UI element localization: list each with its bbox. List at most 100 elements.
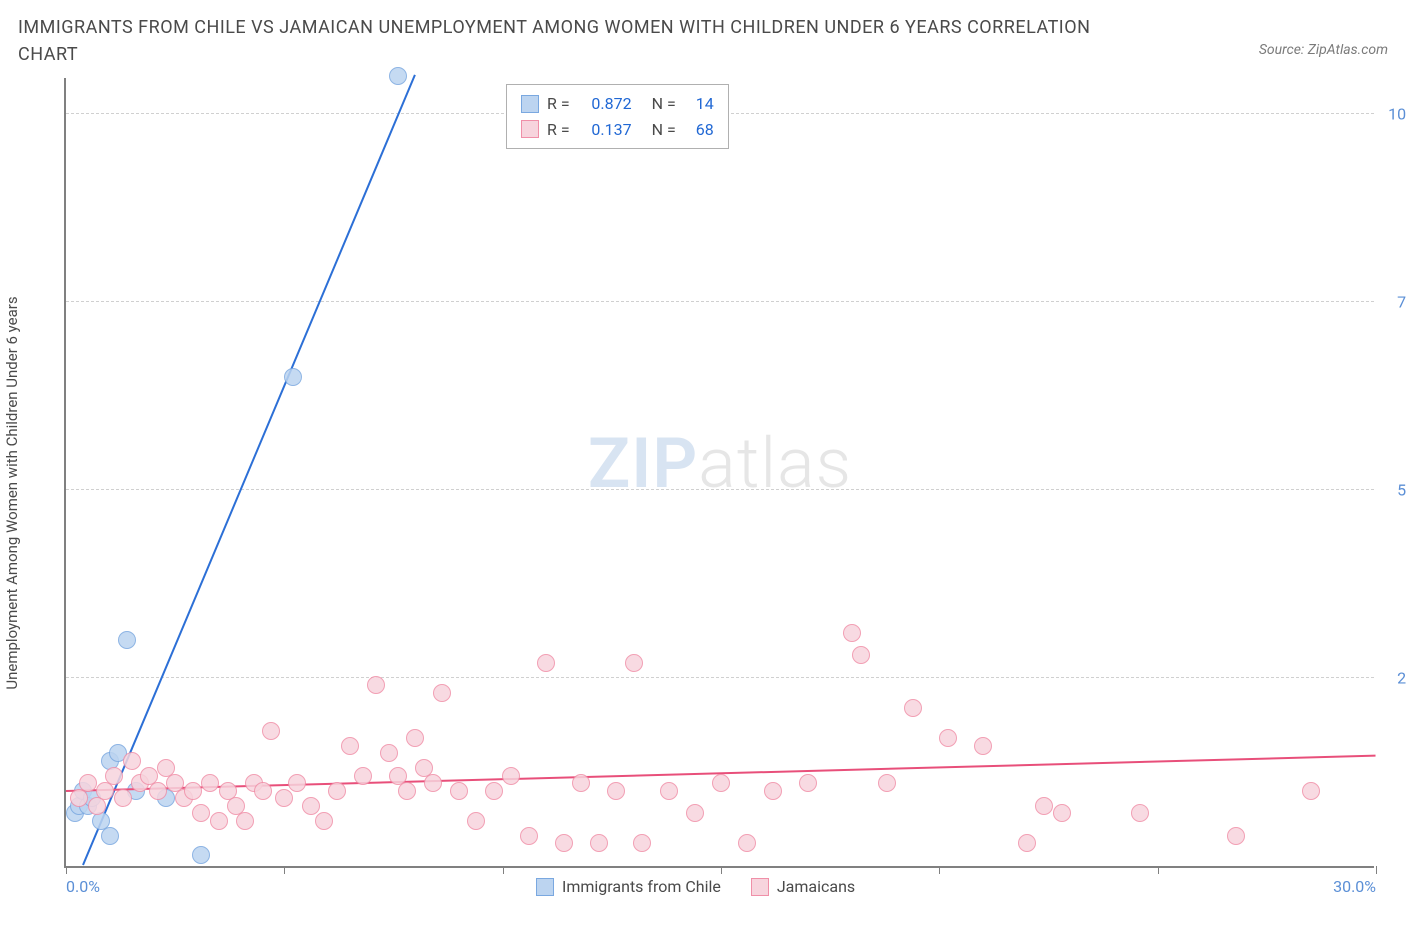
data-point [502, 767, 520, 785]
data-point [380, 744, 398, 762]
data-point [974, 737, 992, 755]
data-point [450, 782, 468, 800]
n-label: N = [652, 117, 676, 143]
y-tick-label: 50.0% [1397, 480, 1406, 499]
data-point [1035, 797, 1053, 815]
data-point [572, 774, 590, 792]
data-point [254, 782, 272, 800]
legend-swatch [521, 95, 539, 113]
data-point [904, 699, 922, 717]
data-point [1227, 827, 1245, 845]
legend-swatch [751, 878, 769, 896]
r-value: 0.872 [578, 91, 632, 117]
data-point [555, 834, 573, 852]
data-point [433, 684, 451, 702]
stats-row: R = 0.137 N = 68 [521, 117, 714, 143]
n-value: 68 [684, 117, 714, 143]
data-point [764, 782, 782, 800]
data-point [520, 827, 538, 845]
data-point [467, 812, 485, 830]
data-point [406, 729, 424, 747]
data-point [114, 789, 132, 807]
data-point [633, 834, 651, 852]
n-label: N = [652, 91, 676, 117]
y-tick-label: 75.0% [1397, 292, 1406, 311]
gridline [66, 301, 1374, 302]
data-point [192, 846, 210, 864]
legend-item: Jamaicans [751, 877, 855, 896]
data-point [201, 774, 219, 792]
header: IMMIGRANTS FROM CHILE VS JAMAICAN UNEMPL… [18, 14, 1388, 68]
data-point [262, 722, 280, 740]
n-value: 14 [684, 91, 714, 117]
correlation-chart: Unemployment Among Women with Children U… [18, 78, 1374, 908]
y-axis-label: Unemployment Among Women with Children U… [3, 296, 21, 689]
x-tick-label: 0.0% [66, 877, 100, 896]
gridline [66, 677, 1374, 678]
data-point [288, 774, 306, 792]
x-tick [939, 866, 940, 874]
data-point [328, 782, 346, 800]
legend-label: Immigrants from Chile [562, 877, 721, 896]
x-tick [66, 866, 67, 874]
data-point [1302, 782, 1320, 800]
data-point [843, 624, 861, 642]
x-tick [1376, 866, 1377, 874]
legend: Immigrants from Chile Jamaicans [536, 877, 855, 896]
data-point [354, 767, 372, 785]
plot-area: ZIPatlas 25.0%50.0%75.0%100.0%0.0%30.0%R… [64, 78, 1374, 868]
r-label: R = [547, 117, 570, 143]
y-tick-label: 100.0% [1388, 104, 1406, 123]
gridline [66, 489, 1374, 490]
data-point [101, 827, 119, 845]
data-point [192, 804, 210, 822]
x-tick [1158, 866, 1159, 874]
stats-box: R = 0.872 N = 14 R = 0.137 N = 68 [506, 84, 729, 149]
chart-title: IMMIGRANTS FROM CHILE VS JAMAICAN UNEMPL… [18, 14, 1118, 68]
data-point [149, 782, 167, 800]
data-point [590, 834, 608, 852]
data-point [738, 834, 756, 852]
data-point [105, 767, 123, 785]
watermark-bold: ZIP [588, 423, 698, 505]
data-point [275, 789, 293, 807]
watermark-light: atlas [698, 423, 852, 505]
data-point [302, 797, 320, 815]
data-point [315, 812, 333, 830]
x-tick [721, 866, 722, 874]
data-point [660, 782, 678, 800]
data-point [537, 654, 555, 672]
r-value: 0.137 [578, 117, 632, 143]
data-point [607, 782, 625, 800]
watermark: ZIPatlas [588, 423, 852, 505]
data-point [686, 804, 704, 822]
legend-swatch [521, 120, 539, 138]
data-point [389, 67, 407, 85]
legend-label: Jamaicans [777, 877, 855, 896]
r-label: R = [547, 91, 570, 117]
x-tick [284, 866, 285, 874]
data-point [939, 729, 957, 747]
data-point [799, 774, 817, 792]
data-point [1131, 804, 1149, 822]
x-tick-label: 30.0% [1333, 877, 1376, 896]
data-point [485, 782, 503, 800]
source-label: Source: ZipAtlas.com [1259, 42, 1388, 58]
y-tick-label: 25.0% [1397, 668, 1406, 687]
data-point [424, 774, 442, 792]
legend-swatch [536, 878, 554, 896]
data-point [118, 631, 136, 649]
data-point [1053, 804, 1071, 822]
stats-row: R = 0.872 N = 14 [521, 91, 714, 117]
trend-line [83, 75, 417, 866]
data-point [123, 752, 141, 770]
data-point [878, 774, 896, 792]
data-point [79, 774, 97, 792]
data-point [1018, 834, 1036, 852]
data-point [284, 368, 302, 386]
x-tick [503, 866, 504, 874]
data-point [852, 646, 870, 664]
data-point [210, 812, 228, 830]
data-point [625, 654, 643, 672]
data-point [712, 774, 730, 792]
